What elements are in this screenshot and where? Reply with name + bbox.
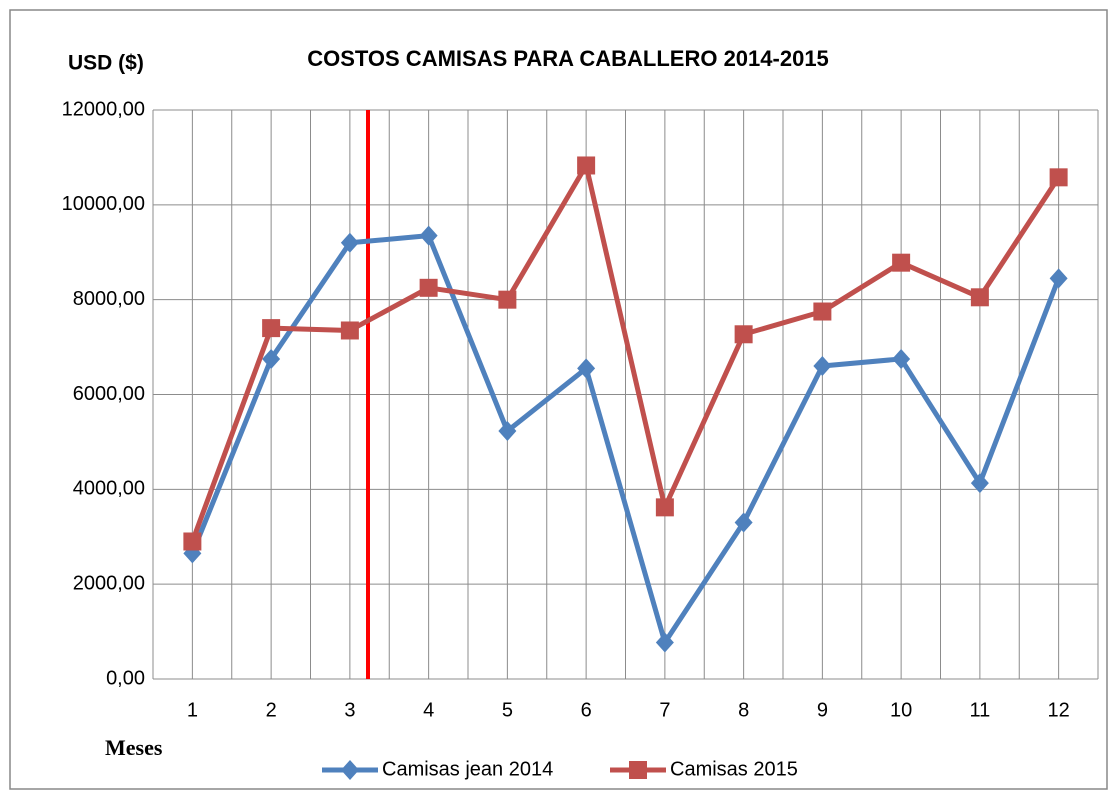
y-tick-label: 6000,00 — [73, 383, 145, 405]
legend-marker — [341, 760, 359, 780]
marker — [262, 348, 281, 369]
marker — [655, 498, 674, 517]
marker — [498, 290, 517, 309]
marker — [419, 278, 438, 297]
marker — [577, 358, 596, 379]
marker — [498, 421, 517, 442]
y-tick-label: 2000,00 — [73, 572, 145, 594]
x-tick-label: 9 — [817, 699, 828, 721]
marker — [1049, 268, 1068, 289]
x-tick-label: 10 — [890, 699, 912, 721]
x-tick-label: 6 — [581, 699, 592, 721]
legend-marker — [629, 761, 647, 779]
series-line — [190, 233, 1061, 645]
series-line — [190, 162, 1061, 543]
marker — [813, 356, 832, 377]
y-tick-label: 10000,00 — [62, 193, 145, 215]
marker — [419, 225, 438, 246]
marker — [734, 512, 753, 533]
x-tick-label: 11 — [969, 699, 990, 721]
x-tick-label: 2 — [266, 699, 277, 721]
x-tick-label: 7 — [659, 699, 670, 721]
marker — [892, 348, 911, 369]
y-axis-label: USD ($) — [68, 52, 144, 75]
y-tick-label: 0,00 — [106, 667, 145, 689]
x-tick-label: 5 — [502, 699, 513, 721]
x-tick-label: 12 — [1048, 699, 1070, 721]
legend-label: Camisas jean 2014 — [382, 758, 553, 780]
marker — [970, 473, 989, 494]
marker — [577, 156, 596, 175]
y-tick-label: 8000,00 — [73, 288, 145, 310]
chart-title: COSTOS CAMISAS PARA CABALLERO 2014-2015 — [307, 46, 829, 71]
chart-border — [9, 9, 1108, 790]
y-tick-label: 4000,00 — [73, 478, 145, 500]
marker — [340, 232, 359, 253]
x-tick-label: 8 — [738, 699, 749, 721]
x-axis-label: Meses — [105, 735, 163, 760]
x-tick-label: 1 — [187, 699, 198, 721]
marker — [262, 319, 281, 338]
x-tick-label: 4 — [423, 699, 434, 721]
marker — [183, 532, 202, 551]
x-tick-label: 3 — [344, 699, 355, 721]
marker — [340, 321, 359, 340]
marker — [813, 302, 832, 321]
legend-label: Camisas 2015 — [670, 758, 798, 780]
marker — [734, 325, 753, 344]
marker — [1049, 168, 1068, 187]
marker — [655, 632, 674, 653]
marker — [970, 288, 989, 307]
y-tick-label: 12000,00 — [62, 98, 145, 120]
marker — [892, 253, 911, 272]
